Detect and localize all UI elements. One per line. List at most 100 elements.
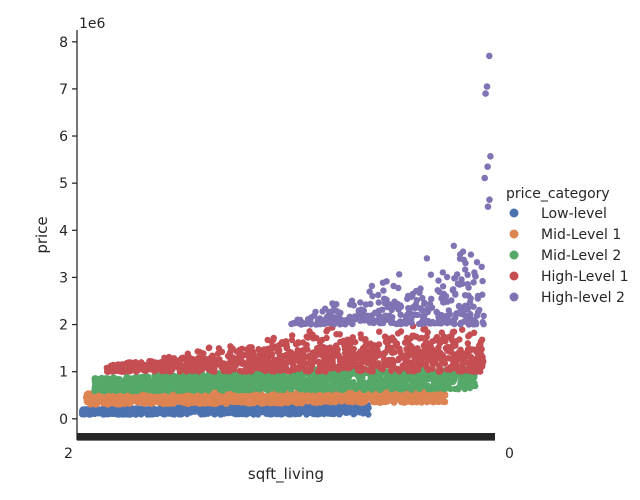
scatter-point [111, 386, 118, 393]
scatter-point [302, 345, 309, 352]
scatter-point [219, 386, 226, 393]
scatter-point [110, 378, 118, 386]
scatter-point [230, 366, 238, 373]
scatter-point [440, 373, 447, 380]
scatter-point [333, 331, 340, 338]
scatter-point [131, 363, 139, 370]
scatter-point [375, 383, 382, 390]
scatter-point [210, 410, 217, 417]
scatter-point [434, 334, 441, 341]
scatter-point [418, 306, 426, 314]
scatter-point [299, 339, 307, 346]
scatter-point [395, 368, 403, 375]
scatter-point [257, 385, 264, 392]
scatter-point [177, 409, 184, 416]
scatter-point [459, 280, 466, 287]
scatter-point [454, 280, 462, 287]
legend-marker [509, 250, 519, 260]
scatter-point [294, 347, 301, 354]
scatter-point [453, 310, 460, 318]
scatter-point [458, 356, 465, 363]
x-tick-band [77, 433, 495, 440]
scatter-point [355, 399, 362, 406]
scatter-point [326, 384, 333, 391]
scatter-point [154, 387, 161, 395]
scatter-point [448, 344, 455, 352]
scatter-point [123, 407, 130, 414]
scatter-point [464, 352, 471, 359]
scatter-point [230, 356, 237, 363]
scatter-point [462, 266, 469, 273]
scatter-point [395, 356, 402, 364]
scatter-point [462, 259, 469, 267]
scatter-point [368, 282, 376, 290]
scatter-point [142, 366, 149, 374]
scatter-point [254, 373, 261, 381]
scatter-point [339, 360, 347, 367]
scatter-point [284, 354, 291, 361]
scatter-point [293, 383, 300, 391]
scatter-point [150, 399, 157, 406]
scatter-point [255, 410, 262, 417]
scatter-point [435, 344, 442, 351]
scatter-point [375, 291, 382, 299]
scatter-point [326, 351, 334, 358]
scatter-point [442, 338, 449, 345]
scatter-point [309, 354, 316, 362]
scatter-point [190, 393, 197, 400]
scatter-point [159, 381, 166, 388]
scatter-point [344, 382, 351, 390]
scatter-point [413, 297, 421, 304]
scatter-point [396, 271, 403, 278]
scatter-point [326, 308, 333, 316]
scatter-point [449, 329, 457, 336]
scatter-point [114, 411, 122, 418]
scatter-point [273, 410, 281, 417]
scatter-point [122, 363, 129, 371]
scatter-point [439, 269, 446, 276]
scatter-point [311, 395, 319, 402]
scatter-point [419, 294, 426, 302]
scatter-point [161, 354, 168, 361]
legend-label: Mid-Level 1 [541, 227, 621, 243]
y-tick-label: 4 [59, 223, 68, 239]
scatter-point [127, 410, 135, 418]
scatter-point [406, 367, 413, 375]
scatter-point [264, 336, 271, 344]
scatter-point [199, 374, 207, 381]
scatter-point [194, 373, 202, 380]
scatter-point [367, 354, 374, 361]
scatter-point [111, 397, 119, 404]
scatter-point [312, 308, 319, 316]
scatter-point [242, 366, 249, 373]
scatter-point [401, 384, 409, 392]
legend-title: price_category [506, 186, 610, 202]
scatter-point [278, 353, 285, 360]
scatter-point [397, 349, 404, 356]
scatter-point [282, 409, 290, 416]
scatter-point [435, 368, 442, 375]
scatter-point [473, 259, 481, 266]
scatter-point [261, 366, 269, 373]
scatter-point [478, 353, 485, 360]
scatter-point [260, 373, 268, 380]
scatter-point [434, 287, 441, 294]
scatter-point [464, 271, 471, 278]
scatter-point [417, 285, 424, 292]
scatter-point [406, 308, 413, 315]
scatter-point [105, 376, 112, 383]
scatter-point [205, 374, 213, 381]
scatter-point [423, 391, 431, 398]
scatter-point [396, 394, 403, 401]
scatter-point [364, 359, 371, 367]
scatter-point [384, 346, 391, 353]
scatter-point [184, 406, 192, 413]
scatter-point [482, 90, 489, 97]
scatter-point [179, 375, 186, 383]
scatter-point [376, 396, 384, 404]
y-tick-label: 5 [59, 176, 68, 192]
scatter-point [431, 384, 438, 391]
scatter-point [404, 347, 411, 355]
scatter-point [270, 392, 277, 399]
